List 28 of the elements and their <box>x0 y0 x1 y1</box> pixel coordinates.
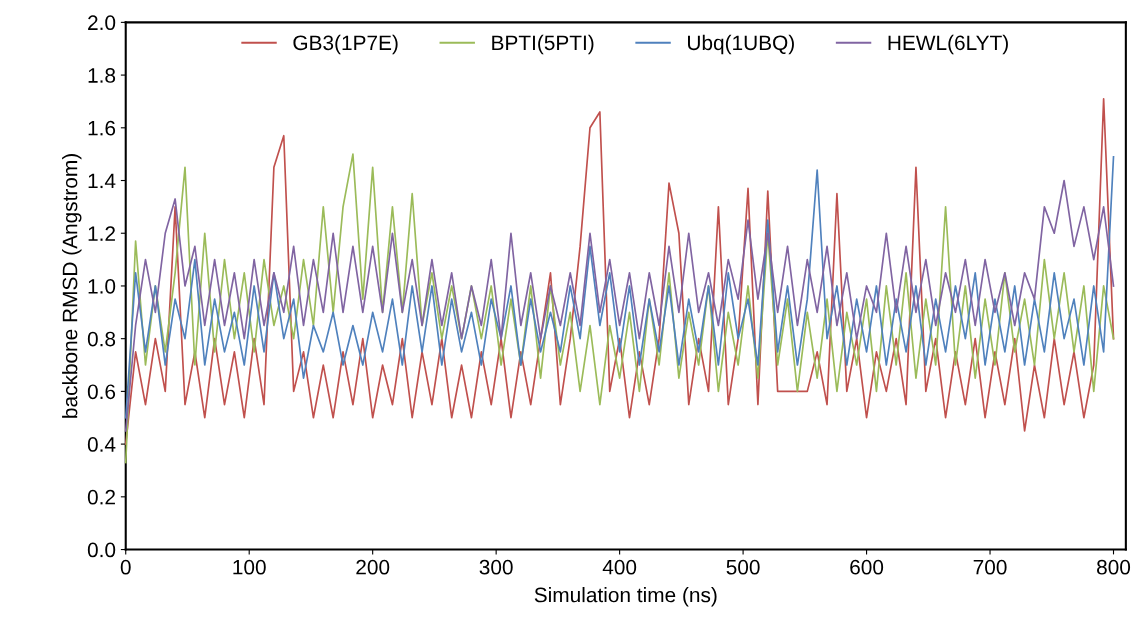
x-tick-label: 700 <box>973 559 1007 575</box>
y-tick-label: 1.6 <box>88 120 116 136</box>
legend-label: HEWL(6LYT) <box>888 34 1008 55</box>
x-tick-label: 0 <box>120 559 131 575</box>
legend-label: GB3(1P7E) <box>293 34 398 55</box>
x-tick-label: 100 <box>233 559 266 575</box>
y-tick-label: 0.8 <box>87 331 116 347</box>
y-tick-label: 2.0 <box>88 15 116 31</box>
y-tick-label: 1.0 <box>88 278 116 294</box>
y-axis-title: backbone RMSD (Angstrom) <box>62 154 82 418</box>
line-series <box>124 153 1115 464</box>
x-tick-label: 600 <box>850 559 884 575</box>
y-tick-label: 0.2 <box>87 489 115 505</box>
x-tick-label: 800 <box>1097 559 1131 575</box>
y-tick-label: 1.4 <box>88 173 116 189</box>
legend-label: BPTI(5PTI) <box>492 34 594 55</box>
x-tick-label: 400 <box>602 559 637 575</box>
y-tick-label: 0.6 <box>87 384 116 400</box>
y-tick-label: 0.4 <box>87 437 116 452</box>
y-tick-label: 1.8 <box>88 68 116 83</box>
y-tick-label: 0.0 <box>87 542 116 558</box>
x-tick-label: 200 <box>356 559 390 575</box>
line-series <box>124 97 1115 445</box>
x-axis-title: Simulation time (ns) <box>534 587 717 607</box>
y-tick-label: 1.2 <box>88 226 115 241</box>
legend-label: Ubq(1UBQ) <box>688 34 794 55</box>
x-tick-label: 300 <box>479 559 513 575</box>
x-tick-label: 500 <box>726 559 760 575</box>
